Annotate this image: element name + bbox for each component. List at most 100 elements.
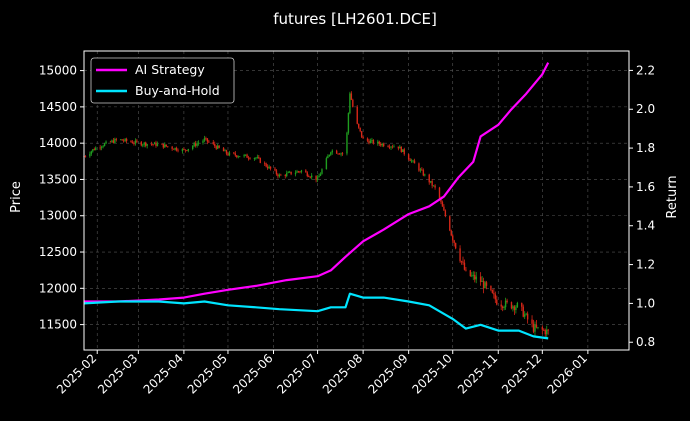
candle-body [144, 142, 147, 146]
y-left-tick-label: 14000 [39, 136, 77, 150]
candle-body [136, 140, 138, 142]
candle-body [218, 145, 220, 148]
y-right-tick-label: 2.0 [636, 102, 655, 116]
candle-body [400, 146, 403, 153]
candle-body [258, 157, 260, 159]
candle-body [393, 146, 395, 148]
candle-body [403, 149, 405, 155]
y-left-tick-label: 12000 [39, 281, 77, 295]
candle-body [335, 150, 338, 154]
candle-body [153, 142, 156, 145]
candle-body [521, 302, 523, 307]
candle-body [165, 144, 167, 147]
candle-body [481, 281, 483, 282]
candle-body [424, 174, 426, 176]
candle-body [321, 169, 323, 174]
series-line-buy-and-hold [83, 292, 549, 340]
candle-body [547, 329, 549, 331]
candle-body [300, 170, 303, 172]
candle-body [391, 146, 394, 148]
candle-body [515, 307, 517, 311]
candle-body [471, 275, 473, 277]
candle-body [462, 261, 464, 263]
candle-body [504, 300, 507, 308]
candle-body [237, 156, 239, 158]
candle-body [224, 150, 226, 152]
y-right-tick-label: 1.0 [636, 296, 655, 310]
y-left-tick-label: 15000 [39, 64, 77, 78]
candle-body [440, 198, 442, 203]
candle-body [387, 146, 389, 147]
candle-body [156, 143, 159, 146]
candle-body [337, 153, 339, 155]
legend-label: AI Strategy [135, 62, 205, 77]
candle-body [228, 152, 231, 156]
candle-body [266, 166, 269, 169]
candle-body [422, 170, 425, 176]
candle-body [256, 157, 259, 158]
candle-body [197, 142, 200, 144]
candle-body [380, 144, 382, 146]
candle-body [490, 285, 492, 291]
candle-body [450, 230, 452, 236]
candle-body [331, 150, 333, 153]
candle-body [288, 171, 291, 173]
candle-body [131, 142, 134, 144]
candle-body [347, 113, 350, 133]
y-right-tick-label: 0.8 [636, 335, 655, 349]
candle-body [105, 141, 107, 144]
candle-body [255, 157, 257, 159]
candle-body [305, 170, 307, 173]
candle-body [120, 139, 122, 141]
candle-body [196, 143, 198, 146]
candle-body [274, 168, 276, 171]
candle-body [239, 156, 241, 158]
candle-body [377, 141, 379, 144]
candle-body [215, 146, 217, 149]
legend: AI Strategy Buy-and-Hold [90, 57, 235, 104]
candle-body [309, 176, 311, 178]
candle-body [181, 149, 184, 152]
candle-body [109, 141, 112, 143]
candle-body [214, 143, 216, 147]
candle-body [510, 302, 513, 309]
candle-body [278, 174, 281, 177]
candle-body [524, 314, 526, 317]
candle-body [399, 146, 401, 149]
candle-body [259, 158, 261, 163]
candles [83, 91, 549, 339]
candle-body [441, 202, 444, 207]
candle-body [516, 302, 519, 308]
candle-body [371, 139, 373, 141]
candle-body [319, 173, 322, 176]
candle-body [121, 139, 123, 141]
candle-body [472, 274, 474, 276]
candle-body [184, 149, 187, 151]
y-axis-label-left: Price [9, 181, 24, 213]
candle-body [186, 150, 188, 152]
candle-body [171, 146, 173, 149]
candle-body [216, 145, 219, 149]
chart-title: futures [LH2601.DCE] [273, 10, 437, 28]
candle-body [359, 127, 361, 132]
candle-body [381, 143, 383, 146]
candle-body [187, 148, 189, 151]
candle-body [460, 261, 463, 263]
candle-body [265, 163, 267, 167]
candle-body [277, 174, 279, 177]
candle-body [388, 146, 391, 148]
candle-body [100, 146, 103, 148]
candle-body [503, 307, 505, 308]
candle-body [162, 143, 165, 148]
candle-body [115, 138, 118, 140]
candle-body [143, 142, 145, 145]
candle-body [522, 306, 524, 317]
candle-body [513, 306, 516, 311]
candle-body [90, 151, 93, 154]
candle-body [390, 146, 392, 148]
candle-body [358, 123, 360, 128]
candle-body [205, 138, 207, 140]
candle-body [122, 140, 125, 142]
candle-body [212, 142, 214, 144]
candle-body [233, 152, 235, 154]
